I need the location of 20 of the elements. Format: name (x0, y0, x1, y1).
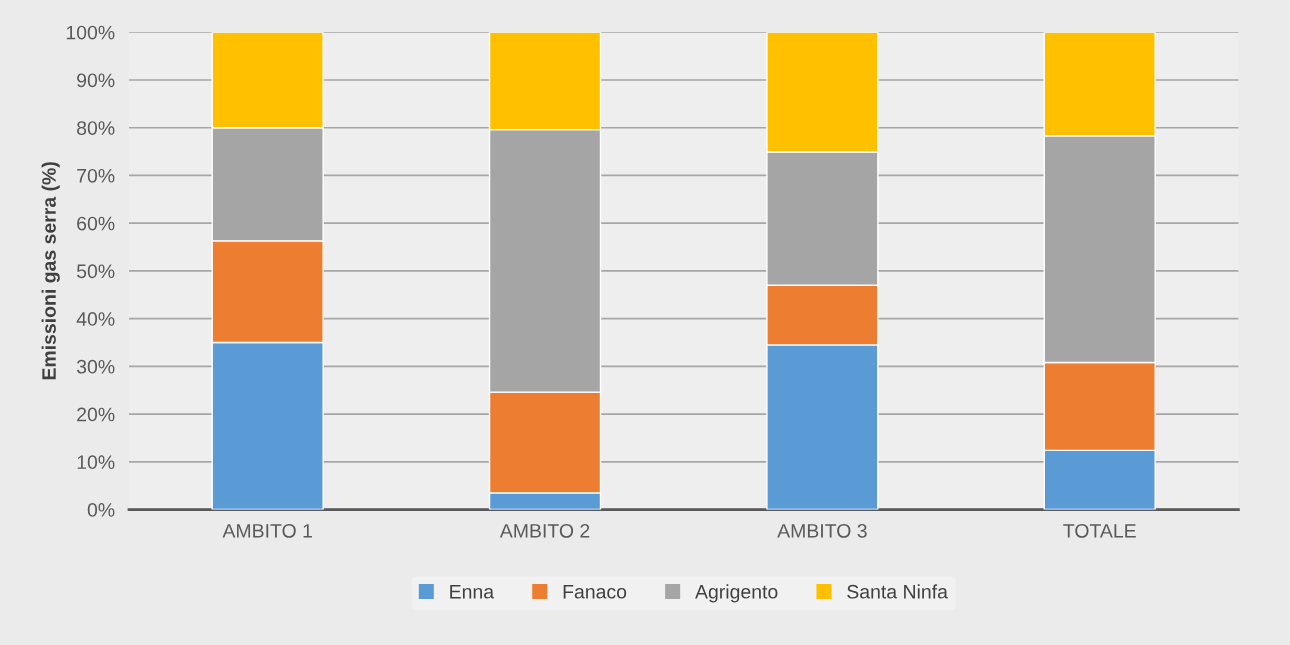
y-tick-label: 10% (77, 455, 115, 470)
y-tick-label: 50% (76, 264, 115, 279)
x-tick-label: AMBITO 3 (777, 523, 867, 538)
y-tick-label: 20% (77, 407, 115, 422)
x-tick-label: AMBITO 2 (499, 523, 590, 538)
y-tick-label: 30% (76, 359, 115, 374)
y-tick-label: 0% (87, 503, 115, 517)
x-tick-label: TOTALE (1063, 523, 1136, 538)
y-tick-label: 100% (66, 25, 115, 40)
y-tick-label: 80% (77, 121, 115, 135)
y-tick-label: 70% (77, 168, 115, 183)
y-tick-label: 60% (77, 216, 115, 231)
y-tick-label: 40% (76, 312, 115, 326)
y-axis-title: Emissioni gas serra (%) (41, 162, 60, 380)
y-tick-label: 90% (77, 73, 115, 88)
legend-label: Enna (450, 585, 495, 599)
legend-label: Fanaco (563, 585, 627, 599)
x-tick-label: AMBITO 1 (222, 523, 312, 538)
legend-label: Agrigento (695, 584, 778, 603)
legend-label: Santa Ninfa (847, 584, 948, 599)
